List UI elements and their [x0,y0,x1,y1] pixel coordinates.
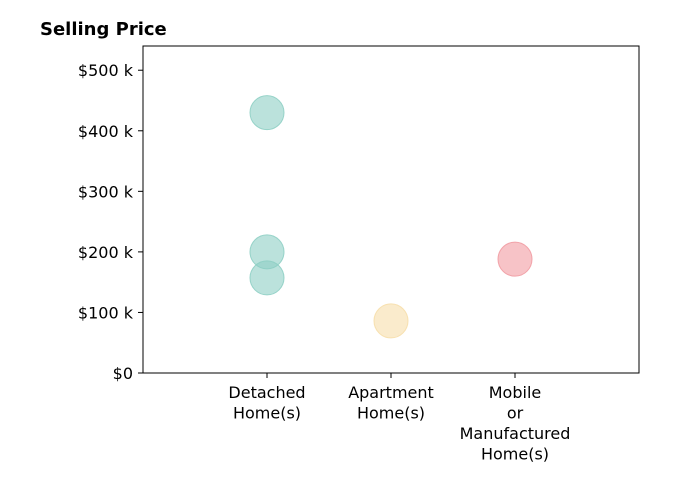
y-tick-label: $0 [113,364,133,383]
x-tick-label: Home(s) [481,445,549,464]
x-tick-label: Mobile [489,383,541,402]
scatter-point [249,95,285,131]
x-tick-label: Detached [228,383,305,402]
x-tick-label: or [507,404,524,423]
scatter-point [373,303,409,339]
y-tick-label: $200 k [78,243,134,262]
y-tick-label: $400 k [78,122,134,141]
y-tick-label: $500 k [78,61,134,80]
x-axis: Detached Home(s) Apartment Home(s) Mobile orM… [228,373,570,464]
x-tick-label: Home(s) [357,404,425,423]
x-tick-label: Apartment [348,383,434,402]
chart-title: Selling Price [40,19,167,40]
y-tick-label: $300 k [78,182,134,201]
y-axis: $0 $100 k $200 k $300 k $400 k $500 k [78,61,143,383]
x-tick-label: Home(s) [233,404,301,423]
points-layer [249,95,533,339]
scatter-point [249,260,285,296]
x-tick-label: Manufactured [460,424,571,443]
y-tick-label: $100 k [78,303,134,322]
scatter-point [497,241,533,277]
